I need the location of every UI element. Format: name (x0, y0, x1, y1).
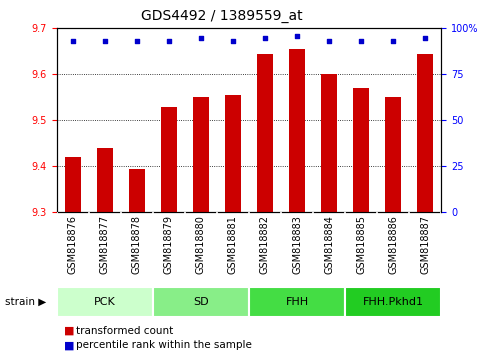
Text: PCK: PCK (94, 297, 116, 307)
Text: GSM818883: GSM818883 (292, 215, 302, 274)
Point (389, 38, 397, 44)
Bar (345, 287, 441, 317)
Text: transformed count: transformed count (76, 326, 174, 336)
Text: ■: ■ (64, 340, 74, 350)
Text: FHH: FHH (285, 297, 309, 307)
Bar (153, 287, 249, 317)
Text: GSM818887: GSM818887 (420, 215, 430, 274)
Point (165, 38, 173, 44)
Text: GSM818881: GSM818881 (228, 215, 238, 274)
Point (133, 38, 141, 44)
Point (197, 35, 205, 40)
Point (325, 38, 333, 44)
Bar (385, 97, 401, 212)
Point (293, 33, 301, 39)
Bar (353, 88, 369, 212)
Bar (57, 287, 153, 317)
Point (229, 38, 237, 44)
Point (261, 35, 269, 40)
Text: SD: SD (193, 297, 209, 307)
Text: GSM818879: GSM818879 (164, 215, 174, 274)
Text: GSM818882: GSM818882 (260, 215, 270, 274)
Point (421, 35, 429, 40)
Text: FHH.Pkhd1: FHH.Pkhd1 (363, 297, 423, 307)
Bar (97, 148, 113, 212)
Bar (289, 49, 305, 212)
Text: GSM818884: GSM818884 (324, 215, 334, 274)
Text: GSM818886: GSM818886 (388, 215, 398, 274)
Text: strain ▶: strain ▶ (5, 297, 46, 307)
Text: GSM818876: GSM818876 (68, 215, 78, 274)
Text: GSM818880: GSM818880 (196, 215, 206, 274)
Bar (249, 287, 345, 317)
Bar (225, 95, 241, 212)
Bar (257, 53, 273, 212)
Bar (129, 169, 145, 212)
Bar (193, 97, 209, 212)
Point (357, 38, 365, 44)
Bar (321, 74, 337, 212)
Text: GSM818878: GSM818878 (132, 215, 142, 274)
Text: GSM818877: GSM818877 (100, 215, 110, 274)
Text: percentile rank within the sample: percentile rank within the sample (76, 340, 252, 350)
Bar (161, 107, 177, 212)
Bar (65, 157, 81, 212)
Text: ■: ■ (64, 326, 74, 336)
Bar (417, 53, 433, 212)
Point (69, 38, 77, 44)
Point (101, 38, 108, 44)
Text: GDS4492 / 1389559_at: GDS4492 / 1389559_at (141, 9, 303, 23)
Text: GSM818885: GSM818885 (356, 215, 366, 274)
